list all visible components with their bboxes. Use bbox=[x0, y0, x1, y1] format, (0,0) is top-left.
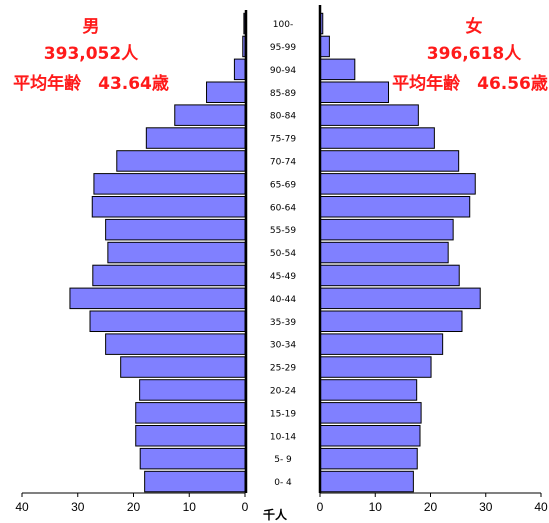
male-bar bbox=[116, 150, 246, 172]
age-group-label: 0- 4 bbox=[274, 478, 292, 488]
female-total-label: 396,618人 bbox=[427, 44, 522, 64]
age-group-label: 30-34 bbox=[270, 341, 296, 351]
male-bar bbox=[107, 241, 246, 264]
female-tick-label: 10 bbox=[369, 500, 383, 514]
age-group-label: 25-29 bbox=[270, 364, 296, 374]
age-group-label: 40-44 bbox=[270, 295, 296, 305]
x-unit-label: 千人 bbox=[263, 507, 288, 522]
age-group-label: 10-14 bbox=[270, 432, 296, 442]
female-bar bbox=[319, 35, 330, 58]
female-bar bbox=[319, 402, 422, 424]
female-axis-ticks: 0 10 20 30 40 bbox=[317, 493, 548, 514]
male-axis-ticks: 40 30 20 10 0 bbox=[15, 493, 249, 514]
age-group-label: 80-84 bbox=[270, 112, 296, 122]
female-bar bbox=[319, 470, 414, 493]
female-bar bbox=[319, 356, 432, 378]
female-average-age-label: 平均年齢 46.56歳 bbox=[392, 73, 548, 94]
age-group-label: 60-64 bbox=[270, 203, 296, 213]
age-group-label: 85-89 bbox=[270, 89, 296, 99]
female-bar bbox=[319, 150, 460, 172]
female-bar bbox=[319, 425, 421, 447]
female-bar bbox=[319, 447, 418, 470]
female-bar bbox=[319, 287, 481, 310]
male-tick-label: 10 bbox=[183, 500, 197, 514]
male-tick-label: 30 bbox=[71, 500, 85, 514]
male-bar bbox=[135, 425, 246, 447]
female-legend-label: 女 bbox=[466, 16, 483, 37]
male-bar bbox=[105, 333, 246, 355]
age-group-label: 35-39 bbox=[270, 318, 296, 328]
female-bar bbox=[319, 173, 476, 195]
age-group-label: 15-19 bbox=[270, 409, 296, 419]
female-bar bbox=[319, 58, 356, 81]
male-bar bbox=[206, 81, 246, 103]
male-bar bbox=[242, 35, 246, 58]
male-legend-label: 男 bbox=[83, 17, 100, 37]
age-group-label: 55-59 bbox=[270, 226, 296, 236]
female-bars bbox=[319, 12, 481, 493]
male-bar bbox=[105, 218, 246, 241]
male-total-label: 393,052人 bbox=[44, 44, 139, 64]
age-group-label: 100- bbox=[273, 20, 293, 30]
female-bar bbox=[319, 310, 463, 332]
male-tick-label: 0 bbox=[242, 500, 249, 514]
male-tick-label: 20 bbox=[127, 500, 141, 514]
male-bar bbox=[139, 447, 246, 470]
male-bar bbox=[139, 379, 246, 401]
male-bar bbox=[144, 470, 246, 493]
female-bar bbox=[319, 379, 418, 401]
male-bar bbox=[92, 264, 246, 287]
age-group-label: 75-79 bbox=[270, 135, 296, 145]
female-tick-label: 20 bbox=[424, 500, 438, 514]
male-bar bbox=[233, 58, 246, 81]
female-bar bbox=[319, 127, 435, 149]
male-bar bbox=[135, 402, 246, 424]
female-bar bbox=[319, 81, 390, 103]
male-bar bbox=[145, 127, 246, 149]
female-bar bbox=[319, 241, 449, 264]
male-tick-label: 40 bbox=[15, 500, 29, 514]
age-group-label: 50-54 bbox=[270, 249, 296, 259]
female-bar bbox=[319, 218, 454, 241]
male-bar bbox=[91, 196, 246, 218]
age-group-labels: 0- 4 5- 9 10-14 15-19 20-24 25-29 30-34 35-39 40… bbox=[270, 20, 296, 488]
female-bar bbox=[319, 196, 471, 218]
age-group-label: 70-74 bbox=[270, 157, 296, 167]
female-bar bbox=[319, 333, 444, 355]
age-group-label: 20-24 bbox=[270, 386, 296, 396]
female-bar bbox=[319, 264, 460, 287]
age-group-label: 95-99 bbox=[270, 43, 296, 53]
female-tick-label: 30 bbox=[479, 500, 493, 514]
age-group-label: 5- 9 bbox=[274, 455, 292, 465]
age-group-label: 90-94 bbox=[270, 66, 296, 76]
male-average-age-label: 平均年齢 43.64歳 bbox=[13, 73, 169, 94]
male-bar bbox=[69, 287, 246, 310]
male-bar bbox=[120, 356, 246, 378]
male-bar bbox=[89, 310, 246, 332]
male-bar bbox=[93, 173, 246, 195]
female-tick-label: 0 bbox=[317, 500, 324, 514]
age-group-label: 65-69 bbox=[270, 180, 296, 190]
age-group-label: 45-49 bbox=[270, 272, 296, 282]
male-bar bbox=[174, 104, 246, 126]
female-bar bbox=[319, 104, 419, 126]
female-tick-label: 40 bbox=[534, 500, 548, 514]
male-bars bbox=[69, 12, 246, 493]
